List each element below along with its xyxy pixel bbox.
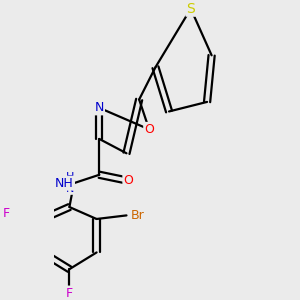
Text: N: N xyxy=(94,101,104,114)
Text: NH: NH xyxy=(55,177,74,190)
Text: S: S xyxy=(186,2,195,16)
Text: F: F xyxy=(66,286,73,300)
Text: F: F xyxy=(2,206,10,220)
Text: O: O xyxy=(144,123,154,136)
Text: O: O xyxy=(123,174,133,187)
Text: Br: Br xyxy=(131,209,145,222)
Text: H
N: H N xyxy=(66,172,74,194)
